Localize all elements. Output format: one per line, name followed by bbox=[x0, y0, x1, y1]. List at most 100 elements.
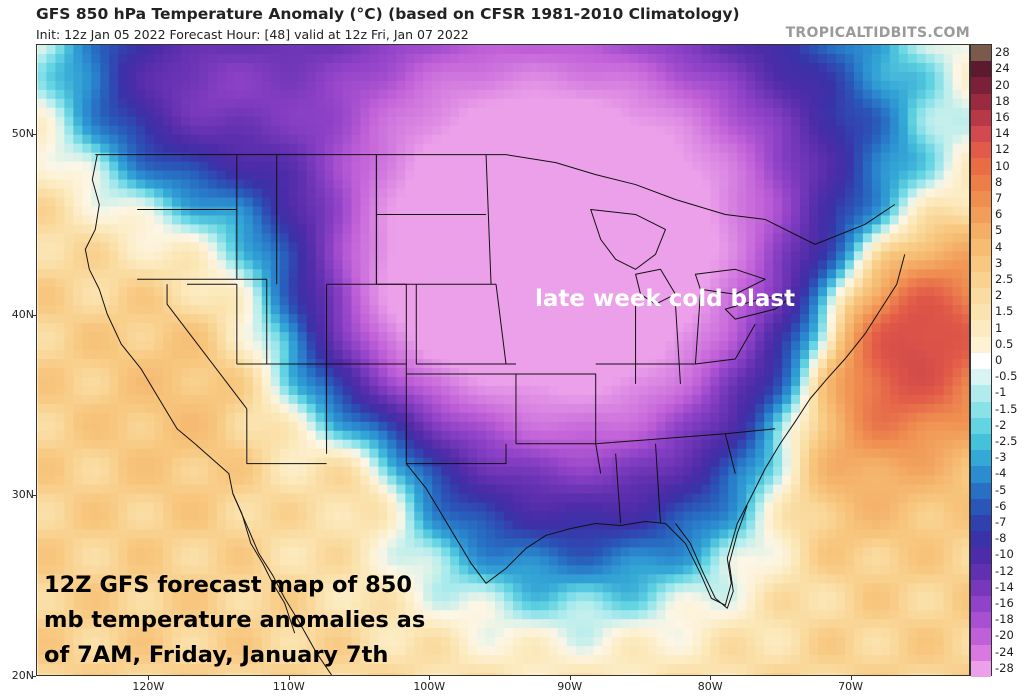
colorbar-swatch bbox=[971, 239, 991, 257]
colorbar-swatch bbox=[971, 547, 991, 565]
colorbar-swatch bbox=[971, 660, 991, 678]
latitude-tick bbox=[32, 495, 36, 497]
anomaly-field bbox=[37, 45, 969, 675]
colorbar-swatch bbox=[971, 369, 991, 386]
colorbar-label: -12 bbox=[995, 563, 1014, 578]
latitude-label: 50N bbox=[11, 127, 34, 141]
colorbar-swatch bbox=[971, 158, 991, 176]
latitude-tick bbox=[32, 676, 36, 677]
latitude-label: 20N bbox=[11, 669, 34, 682]
colorbar-label: -1.5 bbox=[995, 401, 1018, 416]
latitude-label: 40N bbox=[11, 307, 34, 321]
gulf-coast-outline bbox=[405, 254, 906, 606]
caption-line: 12Z GFS forecast map of 850 bbox=[44, 572, 413, 598]
colorbar-label: 7 bbox=[995, 190, 1003, 205]
colorbar-label: -3 bbox=[995, 450, 1007, 465]
anomaly-map bbox=[36, 44, 970, 676]
longitude-label: 110W bbox=[272, 680, 305, 693]
colorbar-label: 0 bbox=[995, 353, 1003, 367]
colorbar-swatch bbox=[971, 450, 991, 467]
colorbar-label: 6 bbox=[995, 207, 1003, 222]
colorbar-swatch bbox=[971, 401, 991, 419]
colorbar-swatch bbox=[971, 482, 991, 500]
colorbar-swatch bbox=[971, 579, 991, 597]
longitude-label: 80W bbox=[697, 680, 723, 693]
colorbar-swatch bbox=[971, 531, 991, 548]
longitude-tick bbox=[288, 676, 290, 680]
colorbar-label: 0.5 bbox=[995, 336, 1014, 351]
colorbar-label: -6 bbox=[995, 498, 1007, 513]
colorbar-label: 5 bbox=[995, 223, 1003, 238]
colorbar-swatch bbox=[971, 61, 991, 78]
latitude-tick bbox=[32, 134, 36, 136]
colorbar-label: 2 bbox=[995, 288, 1003, 303]
colorbar-swatch bbox=[971, 514, 991, 532]
map-title: GFS 850 hPa Temperature Anomaly (°C) (ba… bbox=[36, 5, 740, 23]
longitude-tick bbox=[569, 676, 571, 680]
colorbar-swatch bbox=[971, 77, 991, 95]
colorbar-label: -18 bbox=[995, 612, 1014, 627]
longitude-label: 90W bbox=[557, 680, 583, 693]
great-lakes-outline bbox=[590, 208, 796, 320]
colorbar-swatch bbox=[971, 352, 991, 370]
colorbar-label: -5 bbox=[995, 482, 1007, 497]
colorbar-swatch bbox=[971, 109, 991, 127]
colorbar-swatch bbox=[971, 612, 991, 629]
colorbar-label: -2 bbox=[995, 417, 1007, 432]
colorbar-label: 10 bbox=[995, 158, 1010, 173]
colorbar-swatch bbox=[971, 207, 991, 224]
caption-box: 12Z GFS forecast map of 850 mb temperatu… bbox=[44, 568, 425, 673]
longitude-label: 100W bbox=[413, 680, 446, 693]
colorbar-label: 16 bbox=[995, 109, 1010, 124]
colorbar-label: 28 bbox=[995, 45, 1010, 60]
caption-line: of 7AM, Friday, January 7th bbox=[44, 642, 389, 668]
colorbar-swatch bbox=[971, 126, 991, 143]
colorbar-label: 1 bbox=[995, 320, 1003, 335]
colorbar-swatch bbox=[971, 466, 991, 484]
colorbar-label: -8 bbox=[995, 531, 1007, 546]
colorbar-label: -1 bbox=[995, 385, 1007, 400]
colorbar-label: 3 bbox=[995, 255, 1003, 270]
caption-line: mb temperature anomalies as bbox=[44, 607, 426, 633]
colorbar-swatch bbox=[971, 563, 991, 581]
colorbar-swatch bbox=[971, 174, 991, 192]
colorbar-label: 12 bbox=[995, 142, 1010, 157]
longitude-tick bbox=[429, 676, 431, 680]
colorbar-label: -7 bbox=[995, 515, 1007, 530]
colorbar-swatch bbox=[971, 255, 991, 273]
colorbar-label: 2.5 bbox=[995, 271, 1014, 286]
latitude-tick bbox=[32, 314, 36, 316]
colorbar-swatch bbox=[971, 142, 991, 159]
latitude-label: 30N bbox=[11, 488, 34, 502]
state-lines-east bbox=[595, 294, 776, 524]
colorbar-label: 24 bbox=[995, 61, 1010, 76]
colorbar-label: -20 bbox=[995, 628, 1014, 643]
colorbar-swatch bbox=[971, 644, 991, 662]
political-boundaries bbox=[84, 154, 906, 675]
brand-watermark[interactable]: TROPICALTIDBITS.COM bbox=[785, 25, 970, 41]
longitude-tick bbox=[148, 676, 150, 680]
colorbar-label: -4 bbox=[995, 466, 1007, 481]
colorbar-swatch bbox=[971, 498, 991, 516]
florida-outline bbox=[675, 505, 748, 609]
colorbar-label: 8 bbox=[995, 174, 1003, 189]
colorbar-swatch bbox=[971, 628, 991, 646]
colorbar-label: 20 bbox=[995, 77, 1010, 92]
colorbar-swatch bbox=[971, 288, 991, 305]
canada-border bbox=[95, 154, 896, 245]
colorbar-label: -28 bbox=[995, 660, 1014, 675]
colorbar-label: 18 bbox=[995, 93, 1010, 108]
colorbar-swatch bbox=[971, 190, 991, 208]
colorbar-label: 1.5 bbox=[995, 304, 1014, 319]
colorbar-label: -10 bbox=[995, 547, 1014, 562]
colorbar-label: -0.5 bbox=[995, 369, 1018, 384]
colorbar-swatch bbox=[971, 336, 991, 354]
longitude-tick bbox=[710, 676, 712, 680]
colorbar-swatch bbox=[971, 271, 991, 289]
colorbar-label: -14 bbox=[995, 579, 1014, 594]
colorbar-swatch bbox=[971, 320, 991, 338]
state-lines-west bbox=[137, 154, 407, 465]
baja-outline bbox=[232, 493, 296, 634]
colorbar-swatch bbox=[971, 93, 991, 111]
map-annotation-cold-blast: late week cold blast bbox=[535, 286, 796, 312]
